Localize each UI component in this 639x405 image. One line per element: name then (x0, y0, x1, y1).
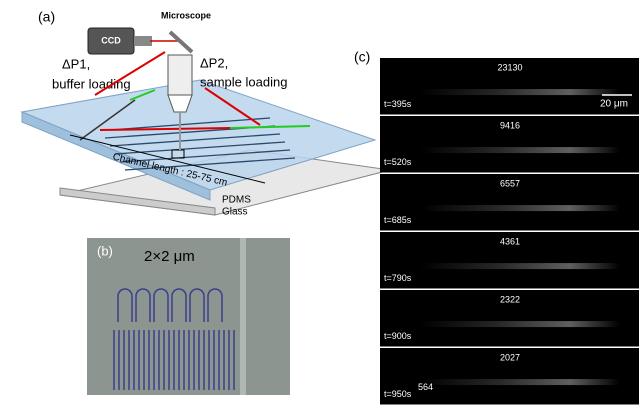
time-label: t=900s (384, 331, 412, 341)
time-label: t=520s (384, 157, 412, 167)
band-glow (420, 205, 620, 211)
band-glow (420, 89, 620, 95)
count-label: 2322 (500, 294, 520, 304)
figure: (a) CCD Microscope ΔP1, buffer loading Δ… (0, 0, 639, 405)
panel-a: (a) CCD Microscope ΔP1, buffer loading Δ… (22, 9, 390, 218)
count-label: 6557 (500, 178, 520, 188)
extra-label: 564 (418, 382, 433, 392)
ccd-lens (134, 36, 152, 46)
count-label: 9416 (500, 120, 520, 130)
band-glow (420, 321, 620, 327)
time-label: t=395s (384, 99, 412, 109)
ccd-label: CCD (101, 35, 121, 45)
time-label: t=790s (384, 273, 412, 283)
micrograph-edge (240, 238, 246, 395)
band-glow (420, 147, 620, 153)
panel-label: (a) (38, 9, 55, 25)
dp1-label: buffer loading (52, 76, 131, 91)
microscope-label: Microscope (161, 10, 211, 20)
count-label: 4361 (500, 236, 520, 246)
band-glow (420, 263, 620, 269)
count-label: 2027 (500, 352, 520, 362)
count-label: 23130 (497, 62, 522, 72)
dp1-label: ΔP1, (62, 56, 90, 71)
objective-body (168, 55, 192, 95)
time-label: t=950s (384, 389, 412, 399)
glass-label: Glass (222, 207, 248, 218)
dp2-label: sample loading (200, 74, 287, 89)
panel-label: (c) (354, 49, 370, 65)
scale-label: 20 μm (600, 99, 628, 110)
panel-b: (b) 2×2 μm (87, 238, 290, 395)
pdms-label: PDMS (222, 195, 251, 206)
size-label: 2×2 μm (144, 248, 195, 265)
panel-label: (b) (97, 243, 113, 258)
mirror (170, 32, 192, 52)
band-glow (420, 379, 620, 385)
dp2-label: ΔP2, (200, 55, 228, 70)
panel-c: (c) 23130 t=395s 9416 t=520s 6557 t=685s 4361 t… (354, 49, 639, 405)
time-label: t=685s (384, 215, 412, 225)
